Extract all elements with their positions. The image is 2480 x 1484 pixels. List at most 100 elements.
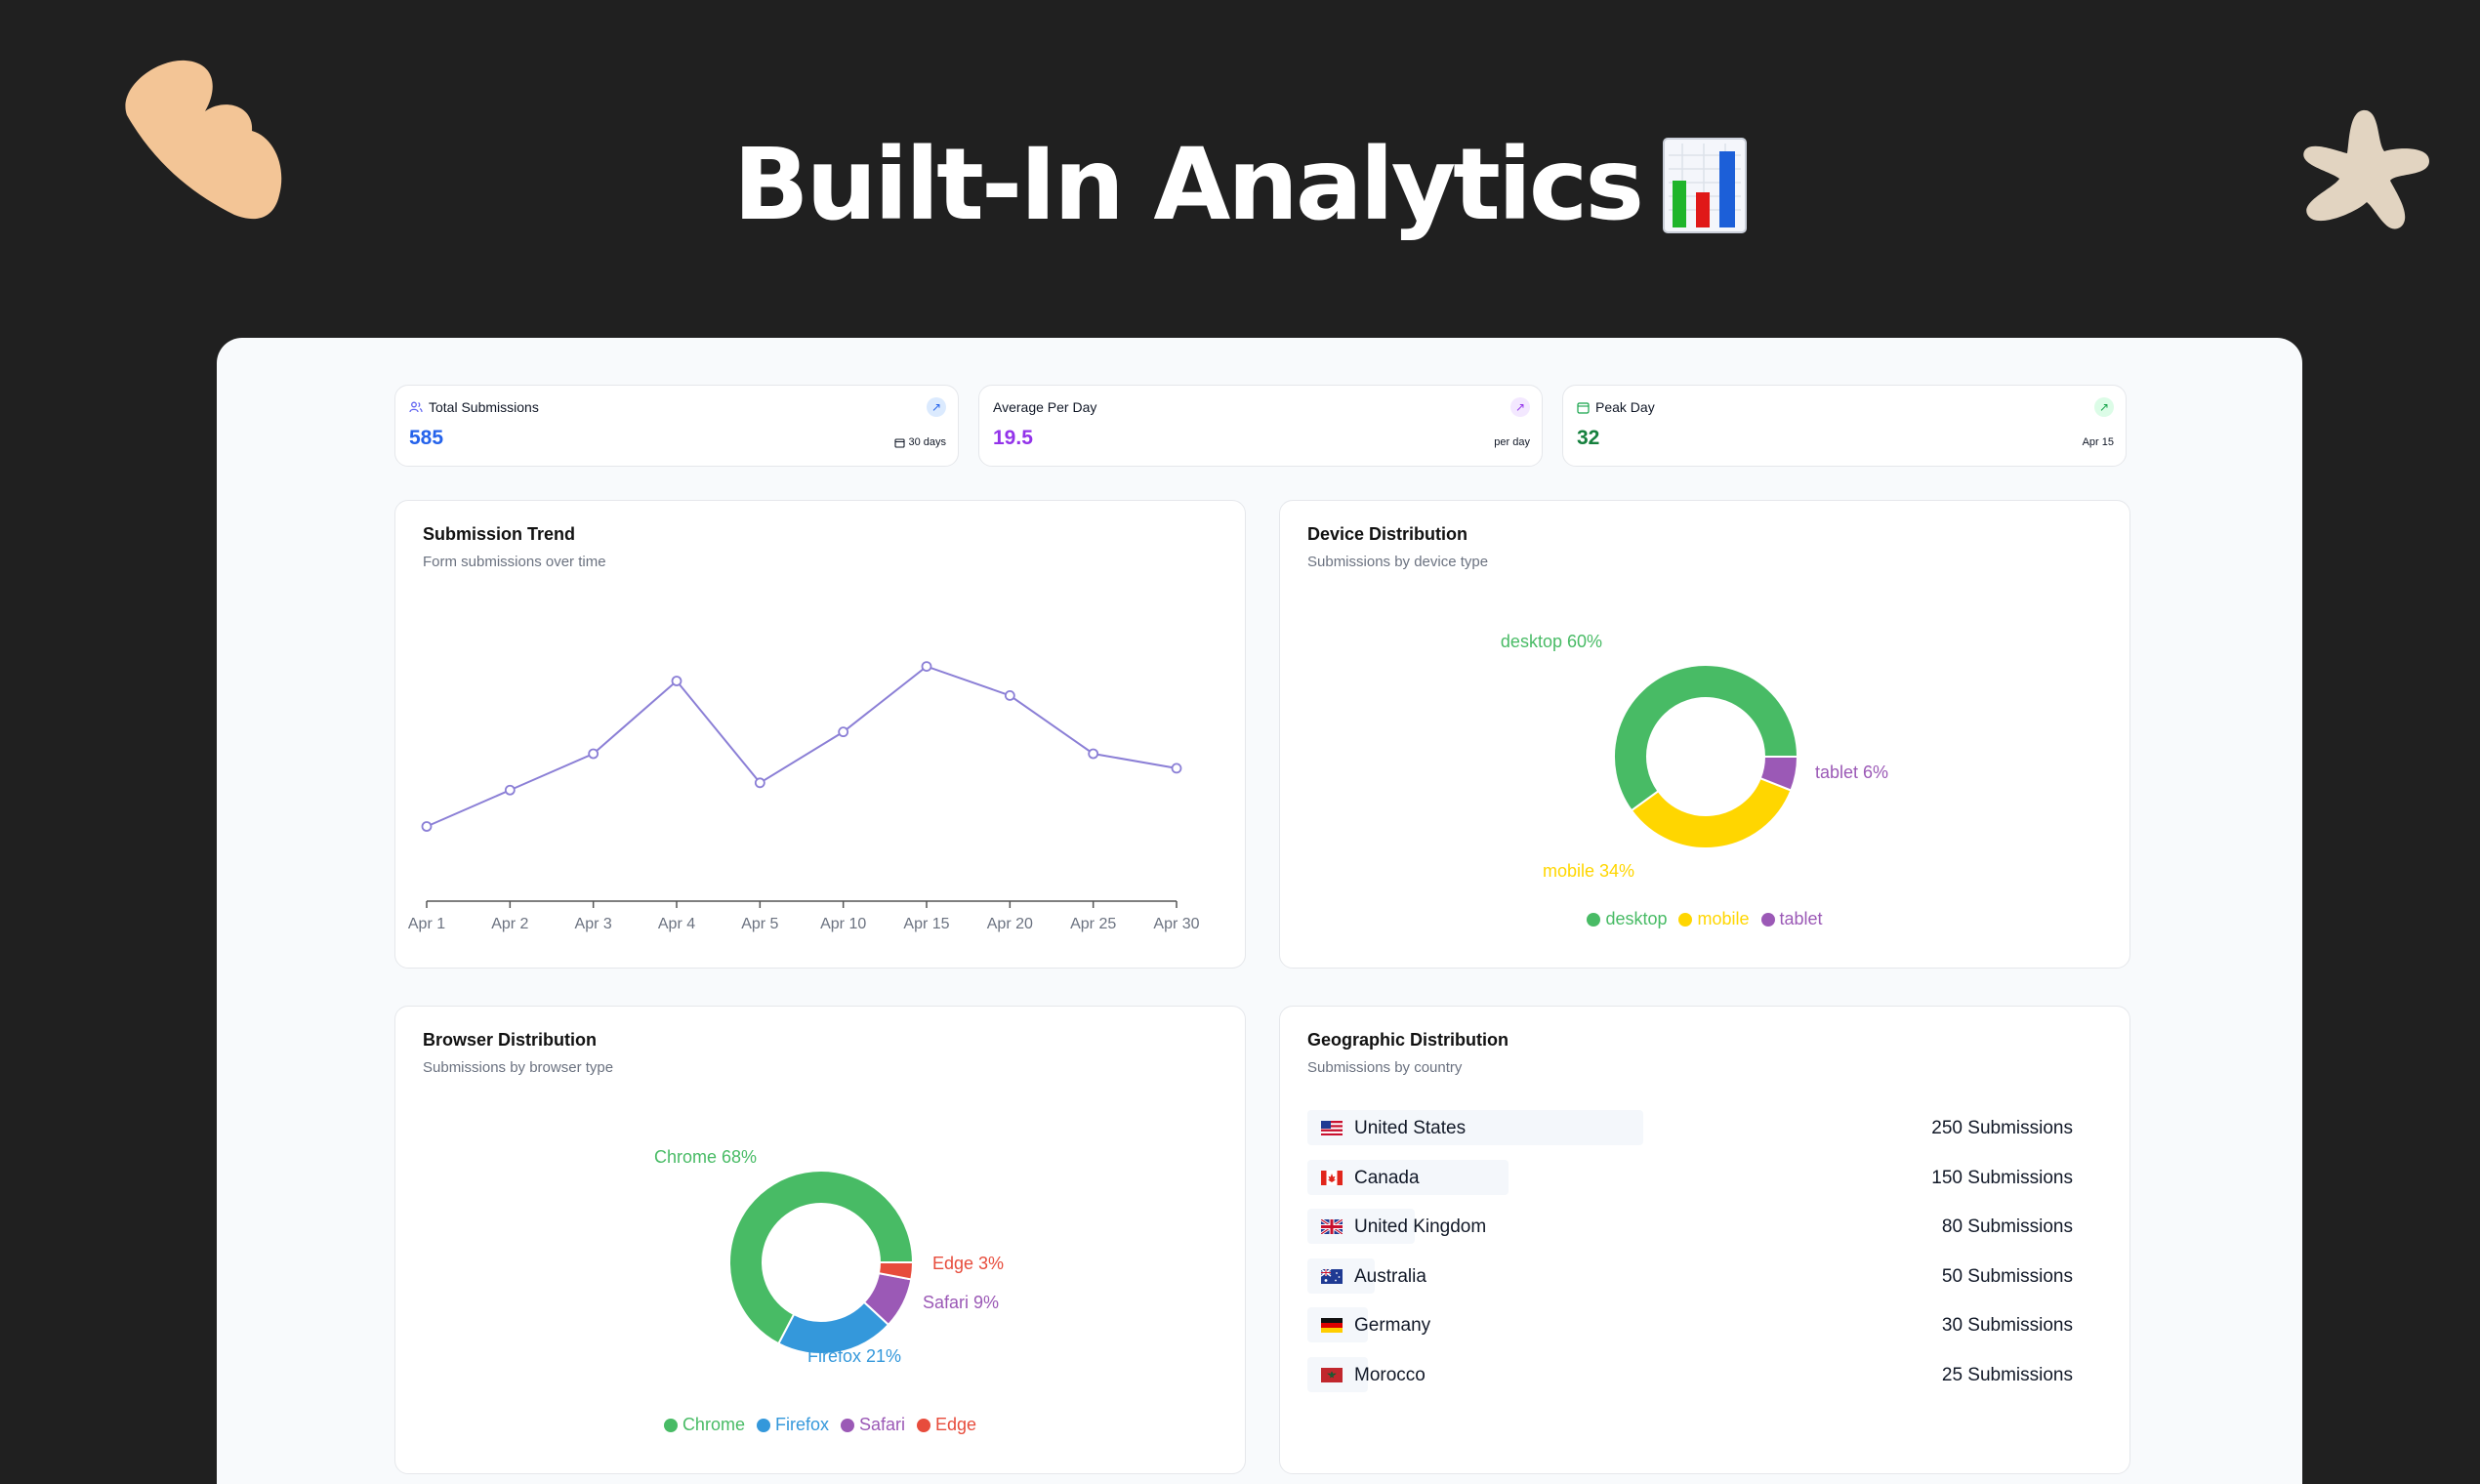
au-flag-icon (1321, 1268, 1343, 1284)
legend-label: tablet (1779, 909, 1823, 928)
data-point[interactable] (1171, 763, 1182, 774)
x-tick-label: Apr 30 (1153, 916, 1199, 932)
slice-tablet[interactable] (1758, 756, 1799, 792)
legend-label: desktop (1605, 909, 1668, 928)
country-row[interactable]: Australia 50 Submissions (1307, 1257, 2087, 1294)
card-subtitle: Submissions by device type (1307, 554, 1489, 570)
legend-item-mobile[interactable]: mobile (1678, 909, 1750, 929)
card-subtitle: Submissions by country (1307, 1059, 1463, 1076)
stat-footer: 30 days (894, 436, 946, 448)
stat-value: 19.5 (993, 427, 1033, 449)
trend-up-icon: ↗ (927, 397, 946, 417)
gb-flag-icon (1321, 1219, 1343, 1234)
legend-swatch (917, 1418, 931, 1432)
donut-chart: desktop 60% mobile 34% tablet 6% (1501, 632, 1888, 881)
data-point[interactable] (838, 726, 849, 738)
slice-label: Firefox 21% (807, 1346, 901, 1366)
browser-distribution-card: Browser Distribution Submissions by brow… (394, 1006, 1246, 1474)
x-tick-label: Apr 1 (408, 916, 445, 932)
card-title: Geographic Distribution (1307, 1030, 1509, 1050)
card-subtitle: Form submissions over time (423, 554, 606, 570)
data-point[interactable] (1004, 689, 1015, 701)
chart-legend: Chrome Firefox Safari Edge (395, 1415, 1245, 1435)
country-share-bar (1307, 1110, 1643, 1145)
line-chart: Apr 1 Apr 2 Apr 3 Apr 4 Apr 5 Apr 10 Apr 15 Apr… (408, 661, 1200, 932)
slice-desktop[interactable] (1613, 664, 1799, 812)
country-row[interactable]: Morocco 25 Submissions (1307, 1356, 2087, 1392)
card-title: Submission Trend (423, 524, 576, 544)
data-point[interactable] (1088, 748, 1099, 760)
x-tick-label: Apr 3 (575, 916, 612, 932)
slice-chrome[interactable] (728, 1170, 915, 1345)
ma-flag-icon (1321, 1367, 1343, 1382)
country-name: Australia (1354, 1265, 1426, 1287)
legend-item-firefox[interactable]: Firefox (756, 1415, 829, 1435)
legend-item-tablet[interactable]: tablet (1760, 909, 1823, 929)
legend-swatch (1587, 912, 1601, 927)
trend-up-icon: ↗ (1510, 397, 1530, 417)
legend-item-chrome[interactable]: Chrome (663, 1415, 745, 1435)
data-point[interactable] (671, 676, 682, 686)
card-subtitle: Submissions by browser type (423, 1059, 614, 1076)
hero-header: Built-In Analytics (0, 117, 2480, 254)
us-flag-icon (1321, 1121, 1343, 1135)
ca-flag-icon (1321, 1170, 1343, 1185)
legend-swatch (1760, 912, 1775, 927)
legend-item-safari[interactable]: Safari (840, 1415, 905, 1435)
data-point[interactable] (588, 748, 599, 760)
geographic-distribution-card: Geographic Distribution Submissions by c… (1279, 1006, 2130, 1474)
x-tick-label: Apr 25 (1070, 916, 1116, 932)
legend-swatch (663, 1418, 678, 1432)
stat-footer-text: per day (1494, 436, 1530, 448)
slice-edge[interactable] (877, 1261, 915, 1281)
x-tick-label: Apr 2 (491, 916, 528, 932)
x-tick-label: Apr 20 (987, 916, 1033, 932)
data-point[interactable] (754, 777, 765, 789)
x-tick-label: Apr 10 (820, 916, 866, 932)
stat-footer: per day (1494, 436, 1530, 448)
data-point[interactable] (504, 784, 516, 796)
legend-label: Chrome (682, 1415, 745, 1434)
series-line (426, 665, 1178, 828)
data-point[interactable] (421, 821, 433, 832)
stat-footer-text: 30 days (908, 436, 946, 448)
country-row[interactable]: United States 250 Submissions (1307, 1110, 2087, 1145)
country-name: Morocco (1354, 1364, 1426, 1385)
slice-label: Chrome 68% (654, 1147, 757, 1167)
legend-item-desktop[interactable]: desktop (1587, 909, 1667, 929)
de-flag-icon (1321, 1318, 1343, 1333)
data-point[interactable] (921, 661, 932, 673)
stat-value: 32 (1577, 427, 1600, 449)
country-submission-count: 80 Submissions (1941, 1216, 2073, 1237)
slice-label: desktop 60% (1501, 632, 1602, 651)
x-tick-label: Apr 5 (741, 916, 778, 932)
country-row[interactable]: United Kingdom 80 Submissions (1307, 1209, 2087, 1244)
stat-card-peak-day: Peak Day 32 ↗ Apr 15 (1562, 385, 2127, 467)
slice-label: mobile 34% (1543, 861, 1634, 881)
chart-legend: desktop mobile tablet (1280, 909, 2129, 929)
stat-label: Average Per Day (993, 399, 1097, 415)
country-name: Germany (1354, 1315, 1431, 1336)
country-name: Canada (1354, 1167, 1420, 1188)
stat-card-average-per-day: Average Per Day 19.5 ↗ per day (978, 385, 1543, 467)
device-distribution-card: Device Distribution Submissions by devic… (1279, 500, 2130, 969)
slice-mobile[interactable] (1630, 776, 1793, 849)
calendar-icon (894, 437, 906, 448)
country-submission-count: 150 Submissions (1931, 1167, 2073, 1188)
stat-footer-text: Apr 15 (2082, 436, 2114, 448)
legend-label: mobile (1697, 909, 1750, 928)
legend-label: Firefox (774, 1415, 829, 1434)
card-title: Browser Distribution (423, 1030, 598, 1050)
stat-footer: Apr 15 (2083, 436, 2114, 448)
legend-swatch (756, 1418, 770, 1432)
legend-item-edge[interactable]: Edge (917, 1415, 976, 1435)
country-submission-count: 250 Submissions (1931, 1118, 2073, 1138)
legend-swatch (1678, 912, 1693, 927)
country-row[interactable]: Canada 150 Submissions (1307, 1159, 2087, 1195)
trend-up-icon: ↗ (2094, 397, 2114, 417)
slice-label: Safari 9% (923, 1293, 999, 1312)
submission-trend-card: Submission Trend Form submissions over t… (394, 500, 1246, 969)
country-row[interactable]: Germany 30 Submissions (1307, 1307, 2087, 1342)
x-tick-label: Apr 4 (658, 916, 695, 932)
country-submission-count: 25 Submissions (1941, 1364, 2073, 1385)
